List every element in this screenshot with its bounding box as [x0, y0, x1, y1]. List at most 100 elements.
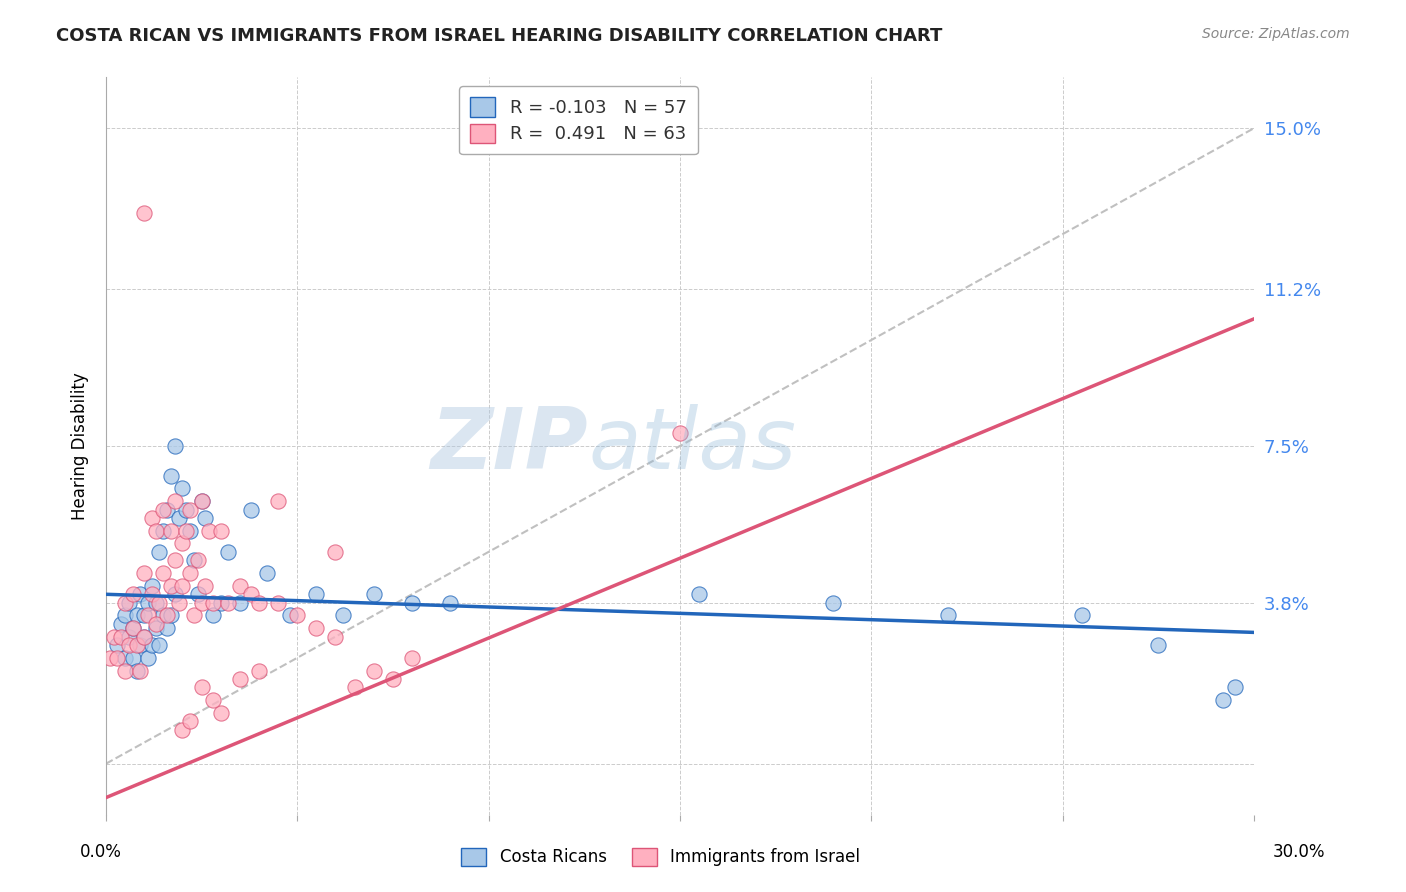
- Point: [172, 536, 194, 550]
- Point: [134, 630, 156, 644]
- Text: atlas: atlas: [588, 404, 796, 488]
- Point: [172, 481, 194, 495]
- Point: [183, 608, 205, 623]
- Point: [118, 630, 141, 644]
- Point: [187, 553, 209, 567]
- Point: [198, 524, 221, 538]
- Point: [148, 596, 170, 610]
- Point: [190, 681, 212, 695]
- Point: [179, 566, 201, 580]
- Point: [105, 638, 128, 652]
- Point: [167, 511, 190, 525]
- Point: [229, 672, 252, 686]
- Point: [183, 553, 205, 567]
- Point: [121, 621, 143, 635]
- Point: [98, 650, 121, 665]
- Point: [163, 587, 186, 601]
- Point: [194, 511, 217, 525]
- Point: [278, 608, 301, 623]
- Point: [1212, 693, 1234, 707]
- Point: [381, 672, 404, 686]
- Point: [240, 587, 263, 601]
- Point: [134, 630, 156, 644]
- Point: [156, 608, 179, 623]
- Point: [209, 524, 232, 538]
- Point: [363, 664, 385, 678]
- Point: [125, 638, 148, 652]
- Point: [936, 608, 959, 623]
- Point: [401, 596, 423, 610]
- Point: [325, 545, 347, 559]
- Point: [247, 596, 270, 610]
- Point: [179, 714, 201, 729]
- Point: [114, 664, 136, 678]
- Point: [240, 502, 263, 516]
- Point: [160, 468, 183, 483]
- Point: [285, 608, 308, 623]
- Point: [156, 502, 179, 516]
- Legend: R = -0.103   N = 57, R =  0.491   N = 63: R = -0.103 N = 57, R = 0.491 N = 63: [460, 87, 697, 154]
- Point: [160, 608, 183, 623]
- Point: [167, 596, 190, 610]
- Text: COSTA RICAN VS IMMIGRANTS FROM ISRAEL HEARING DISABILITY CORRELATION CHART: COSTA RICAN VS IMMIGRANTS FROM ISRAEL HE…: [56, 27, 942, 45]
- Point: [141, 587, 163, 601]
- Point: [110, 616, 132, 631]
- Point: [160, 579, 183, 593]
- Point: [401, 650, 423, 665]
- Point: [174, 502, 197, 516]
- Point: [256, 566, 278, 580]
- Text: 0.0%: 0.0%: [80, 843, 122, 861]
- Point: [194, 579, 217, 593]
- Point: [160, 524, 183, 538]
- Point: [134, 608, 156, 623]
- Point: [152, 524, 174, 538]
- Point: [163, 494, 186, 508]
- Point: [163, 553, 186, 567]
- Point: [152, 566, 174, 580]
- Point: [136, 596, 159, 610]
- Point: [152, 502, 174, 516]
- Point: [187, 587, 209, 601]
- Point: [152, 608, 174, 623]
- Point: [1223, 681, 1246, 695]
- Point: [156, 621, 179, 635]
- Point: [209, 706, 232, 720]
- Point: [332, 608, 354, 623]
- Point: [141, 638, 163, 652]
- Point: [172, 723, 194, 737]
- Point: [114, 596, 136, 610]
- Point: [821, 596, 844, 610]
- Point: [141, 579, 163, 593]
- Point: [134, 566, 156, 580]
- Point: [121, 621, 143, 635]
- Point: [669, 426, 692, 441]
- Point: [202, 596, 225, 610]
- Point: [267, 494, 290, 508]
- Point: [305, 587, 328, 601]
- Point: [343, 681, 366, 695]
- Point: [190, 494, 212, 508]
- Text: ZIP: ZIP: [430, 404, 588, 488]
- Point: [110, 630, 132, 644]
- Point: [363, 587, 385, 601]
- Point: [439, 596, 461, 610]
- Point: [163, 439, 186, 453]
- Point: [105, 650, 128, 665]
- Point: [148, 545, 170, 559]
- Text: 30.0%: 30.0%: [1272, 843, 1326, 861]
- Point: [118, 638, 141, 652]
- Point: [1147, 638, 1170, 652]
- Point: [217, 545, 239, 559]
- Point: [202, 693, 225, 707]
- Point: [118, 596, 141, 610]
- Point: [688, 587, 710, 601]
- Point: [125, 664, 148, 678]
- Point: [229, 579, 252, 593]
- Point: [209, 596, 232, 610]
- Point: [134, 206, 156, 220]
- Point: [136, 650, 159, 665]
- Point: [190, 494, 212, 508]
- Point: [217, 596, 239, 610]
- Point: [145, 616, 167, 631]
- Point: [129, 587, 152, 601]
